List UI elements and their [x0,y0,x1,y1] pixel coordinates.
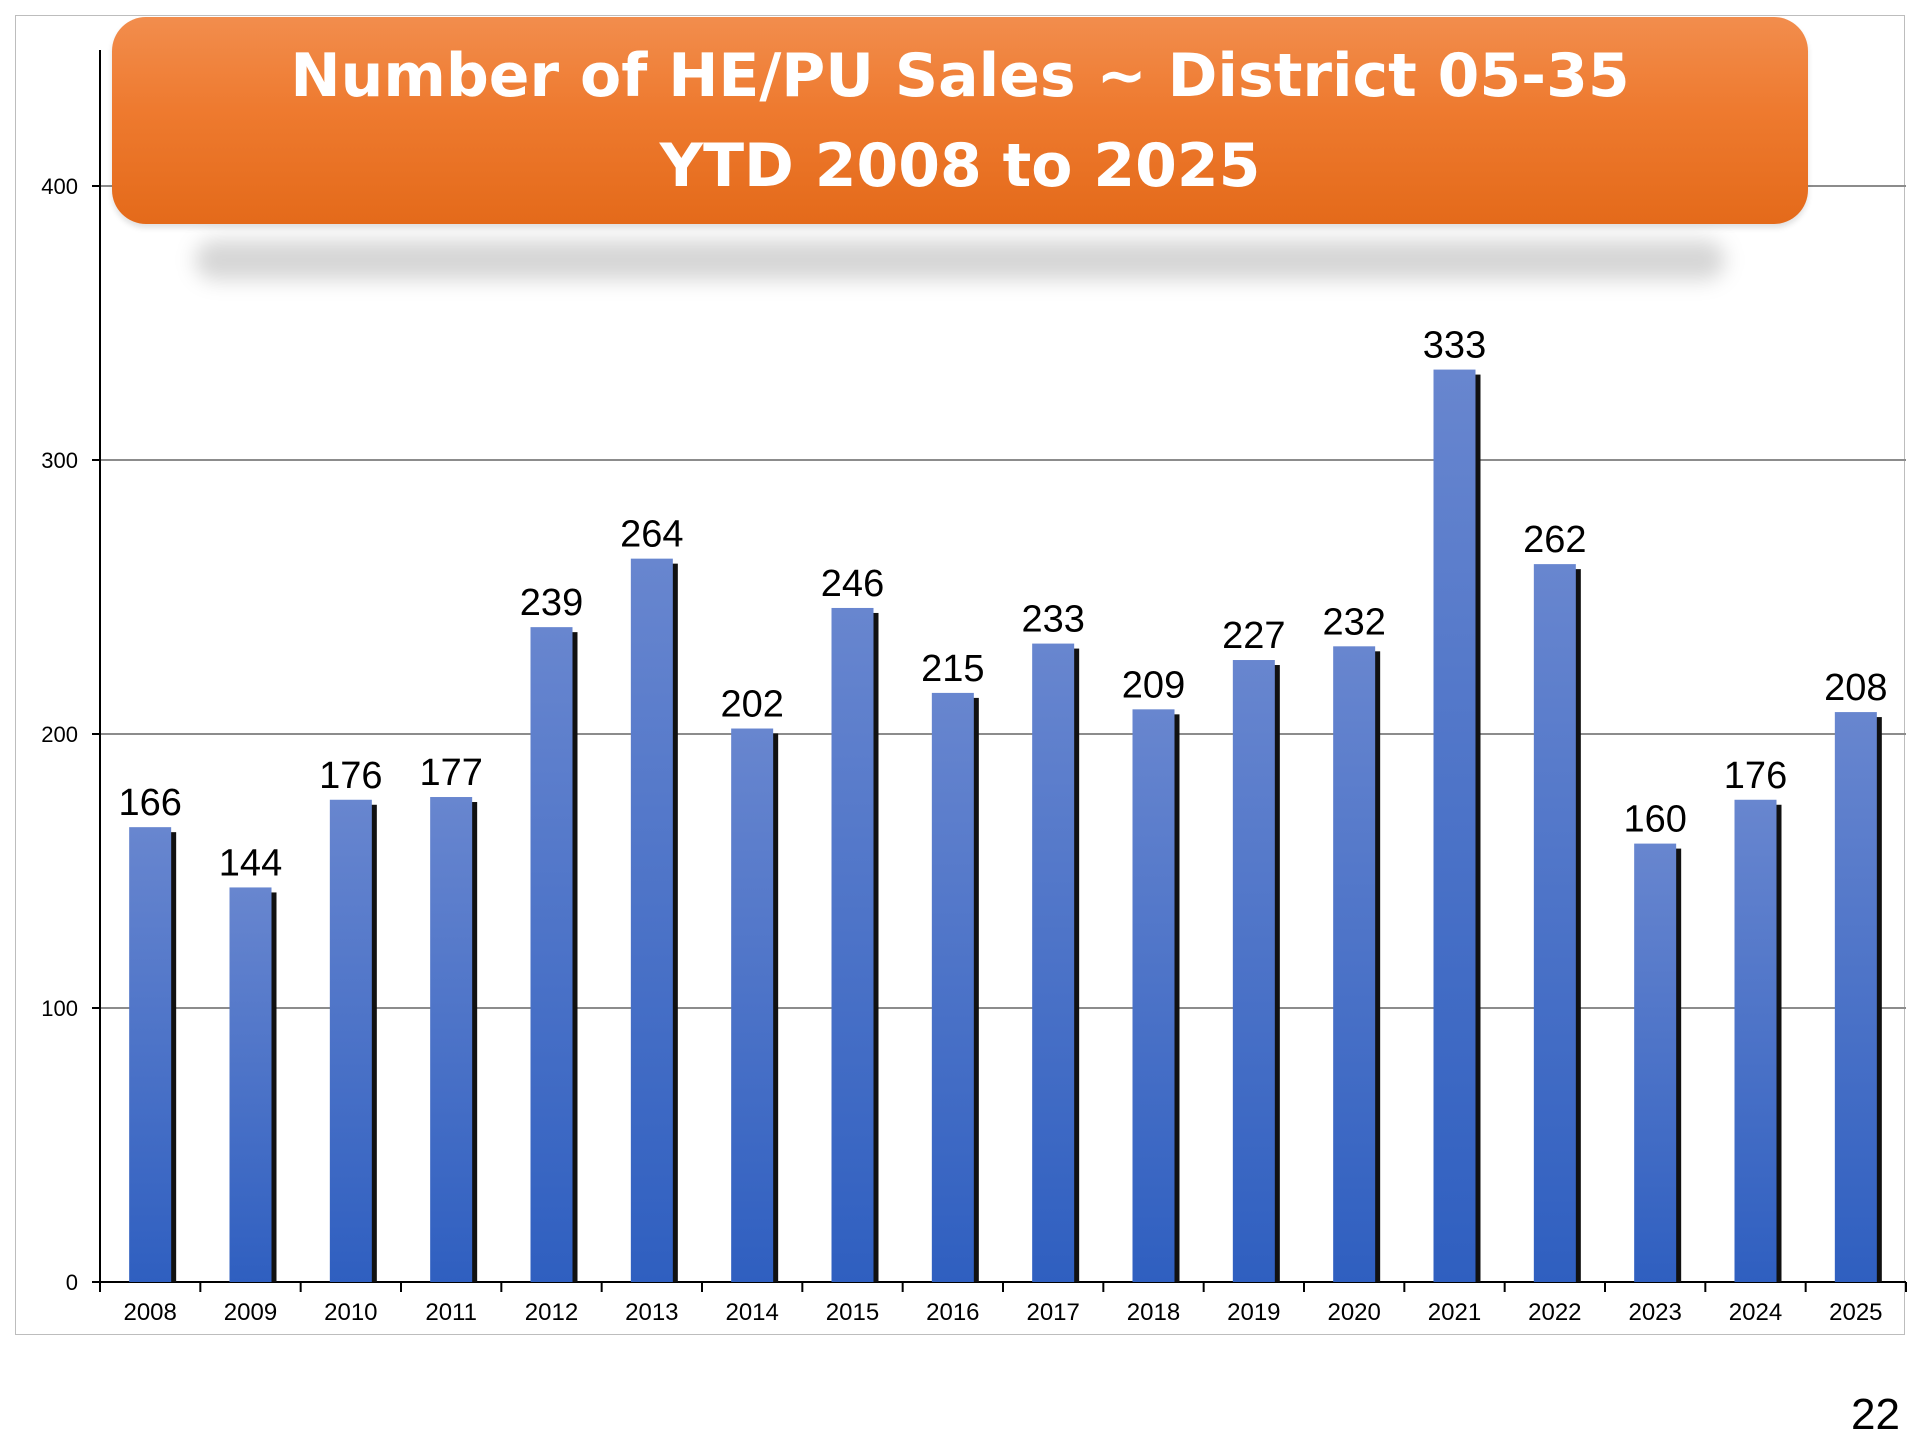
x-tick-label: 2014 [725,1299,778,1326]
data-label: 232 [1322,601,1385,643]
title-shadow [195,240,1725,280]
bar [1634,843,1677,1282]
x-tick-label: 2017 [1026,1299,1079,1326]
data-label: 177 [419,752,482,794]
data-label: 176 [319,755,382,797]
bars [129,369,1882,1283]
bar [1333,646,1376,1282]
y-tick-label: 300 [41,448,78,473]
chart-subtitle: YTD 2008 to 2025 [659,130,1261,201]
data-label: 239 [520,582,583,624]
y-tick-label: 400 [41,174,78,199]
y-tick-label: 0 [66,1270,78,1295]
data-label: 215 [921,648,984,690]
bar [329,799,372,1282]
x-tick-label: 2018 [1127,1299,1180,1326]
data-label: 262 [1523,519,1586,561]
x-tick-label: 2015 [826,1299,879,1326]
bar [1834,712,1877,1282]
bar [1232,660,1275,1282]
axes [92,50,1907,1292]
x-tick-label: 2019 [1227,1299,1280,1326]
chart-title: Number of HE/PU Sales ~ District 05-35 [290,40,1630,111]
x-tick-label: 2022 [1528,1299,1581,1326]
data-label: 208 [1824,667,1887,709]
data-label: 176 [1724,755,1787,797]
bar [229,887,272,1282]
x-tick-label: 2008 [123,1299,176,1326]
x-tick-label: 2011 [425,1299,477,1326]
bar [1032,643,1075,1282]
bar [731,728,774,1282]
data-label: 333 [1423,325,1486,367]
bar [129,827,172,1282]
data-label: 166 [118,782,181,824]
bar [630,558,673,1282]
x-tick-label: 2020 [1327,1299,1380,1326]
x-tick-label: 2009 [224,1299,277,1326]
tick-labels: 0 100 200 300 400 2008 2009 2010 2011 2012 2013 201… [41,174,1882,1326]
bar [931,692,974,1282]
y-tick-label: 100 [41,996,78,1021]
y-tick-label: 200 [41,722,78,747]
bar [1132,709,1175,1282]
data-label: 209 [1122,664,1185,706]
bar [1433,369,1476,1283]
x-tick-label: 2023 [1628,1299,1681,1326]
data-label: 264 [620,514,683,556]
bar [430,797,473,1282]
bar [530,627,573,1282]
bar [1734,799,1777,1282]
page-number: 22 [1851,1390,1900,1439]
data-label: 246 [821,563,884,605]
data-labels: 166 144 176 177 239 264 202 246 215 233 209 227 232 3… [118,325,1887,885]
x-tick-label: 2013 [625,1299,678,1326]
x-tick-label: 2025 [1829,1299,1882,1326]
data-label: 202 [720,684,783,726]
data-label: 160 [1623,799,1686,841]
data-label: 144 [219,842,282,884]
title-banner: Number of HE/PU Sales ~ District 05-35 Y… [112,17,1808,224]
data-label: 227 [1222,615,1285,657]
bar [1533,564,1576,1282]
x-tick-label: 2024 [1729,1299,1782,1326]
data-label: 233 [1021,599,1084,641]
bar [831,607,874,1282]
x-tick-label: 2016 [926,1299,979,1326]
x-tick-label: 2012 [525,1299,578,1326]
x-tick-label: 2021 [1428,1299,1481,1326]
x-tick-label: 2010 [324,1299,377,1326]
